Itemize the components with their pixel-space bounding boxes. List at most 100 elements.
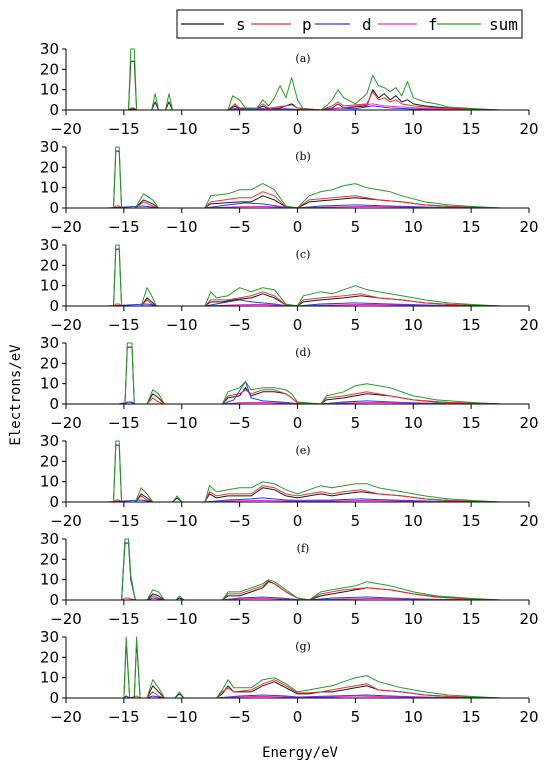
panel-label: (e): [295, 444, 310, 457]
x-tick-label: 5: [351, 218, 361, 236]
legend-label-p: p: [302, 15, 312, 34]
y-tick-label: 10: [40, 81, 59, 99]
panel-label: (d): [295, 346, 311, 359]
x-tick-label: −15: [108, 610, 140, 628]
x-tick-label: −10: [166, 316, 198, 334]
y-axis-title: Electrons/eV: [8, 344, 24, 446]
x-tick-label: −20: [50, 316, 82, 334]
y-tick-label: 10: [40, 669, 59, 687]
x-tick-label: 15: [462, 610, 481, 628]
x-tick-label: −20: [50, 218, 82, 236]
x-tick-label: −10: [166, 512, 198, 530]
legend: s p d f sum: [176, 9, 523, 39]
legend-label-sum: sum: [489, 15, 518, 34]
panel-e: 0 10 20 30 −20 −15 −10 −5 0 5 10 15 20 (e): [40, 432, 539, 530]
x-tick-label: −5: [229, 120, 251, 138]
y-tick-label: 10: [40, 277, 59, 295]
series-line-s: [118, 60, 501, 111]
x-tick-label: −10: [166, 120, 198, 138]
series-line-sum: [118, 636, 501, 699]
x-tick-label: −20: [50, 610, 82, 628]
y-tick-label: 20: [40, 550, 59, 568]
panel-label: (b): [295, 150, 311, 163]
series-line-p: [118, 580, 501, 601]
x-tick-label: −15: [108, 218, 140, 236]
x-tick-label: 15: [462, 512, 481, 530]
x-tick-label: 5: [351, 414, 361, 432]
y-tick-label: 0: [49, 101, 59, 119]
x-tick-label: 0: [293, 512, 303, 530]
panel-a: 0 10 20 30 −20 −15 −10 −5 0 5 10 15 20 (a): [40, 40, 539, 138]
panel-label: (a): [295, 52, 310, 65]
y-tick-label: 20: [40, 256, 59, 274]
x-tick-label: 20: [519, 512, 538, 530]
y-tick-label: 0: [49, 493, 59, 511]
x-tick-label: 0: [293, 610, 303, 628]
panel-c: 0 10 20 30 −20 −15 −10 −5 0 5 10 15 20 (c): [40, 236, 539, 334]
x-tick-label: −5: [229, 610, 251, 628]
x-tick-label: 10: [404, 218, 423, 236]
y-tick-label: 0: [49, 199, 59, 217]
x-tick-label: 0: [293, 316, 303, 334]
x-tick-label: −10: [166, 610, 198, 628]
panel-label: (c): [296, 248, 311, 261]
panel-f: 0 10 20 30 −20 −15 −10 −5 0 5 10 15 20 (f): [40, 530, 539, 628]
y-tick-label: 0: [49, 297, 59, 315]
x-tick-label: 10: [404, 316, 423, 334]
series-line-p: [106, 291, 501, 307]
x-tick-label: 10: [404, 512, 423, 530]
x-tick-label: 20: [519, 708, 538, 726]
series-line-p: [118, 679, 501, 699]
y-tick-label: 20: [40, 354, 59, 372]
x-tick-label: −5: [229, 414, 251, 432]
series-line-d: [118, 694, 501, 699]
x-tick-label: 15: [462, 316, 481, 334]
legend-label-s: s: [236, 15, 246, 34]
x-tick-label: −5: [229, 316, 251, 334]
x-tick-label: 10: [404, 610, 423, 628]
y-tick-label: 30: [40, 432, 59, 450]
x-tick-label: −5: [229, 218, 251, 236]
x-tick-label: 15: [462, 708, 481, 726]
x-tick-label: 15: [462, 414, 481, 432]
series-line-p: [106, 191, 501, 209]
x-tick-label: −15: [108, 414, 140, 432]
x-tick-label: 0: [293, 414, 303, 432]
y-tick-label: 10: [40, 179, 59, 197]
x-tick-label: −10: [166, 708, 198, 726]
series-line-f: [118, 695, 501, 699]
x-tick-label: 10: [404, 708, 423, 726]
x-tick-label: −10: [166, 218, 198, 236]
panel-label: (g): [295, 640, 311, 653]
x-tick-label: 20: [519, 610, 538, 628]
x-tick-label: 5: [351, 120, 361, 138]
series-line-p: [118, 389, 501, 405]
x-tick-label: 5: [351, 512, 361, 530]
series-line-sum: [106, 440, 501, 503]
y-tick-label: 30: [40, 138, 59, 156]
y-tick-label: 30: [40, 40, 59, 58]
y-tick-label: 0: [49, 591, 59, 609]
x-tick-label: −15: [108, 120, 140, 138]
x-tick-label: 0: [293, 708, 303, 726]
x-tick-label: −15: [108, 708, 140, 726]
x-tick-label: −20: [50, 414, 82, 432]
legend-label-f: f: [428, 15, 438, 34]
x-tick-label: −15: [108, 316, 140, 334]
y-tick-label: 10: [40, 473, 59, 491]
x-tick-label: 5: [351, 316, 361, 334]
y-tick-label: 20: [40, 648, 59, 666]
x-tick-label: 10: [404, 120, 423, 138]
y-tick-label: 20: [40, 60, 59, 78]
x-tick-label: 20: [519, 316, 538, 334]
x-tick-label: 15: [462, 218, 481, 236]
x-tick-label: 20: [519, 218, 538, 236]
x-tick-label: 20: [519, 120, 538, 138]
y-tick-label: 30: [40, 236, 59, 254]
x-tick-label: −5: [229, 512, 251, 530]
panel-g: 0 10 20 30 −20 −15 −10 −5 0 5 10 15 20 (g): [40, 628, 539, 726]
y-tick-label: 10: [40, 375, 59, 393]
x-tick-label: 20: [519, 414, 538, 432]
x-tick-label: −5: [229, 708, 251, 726]
